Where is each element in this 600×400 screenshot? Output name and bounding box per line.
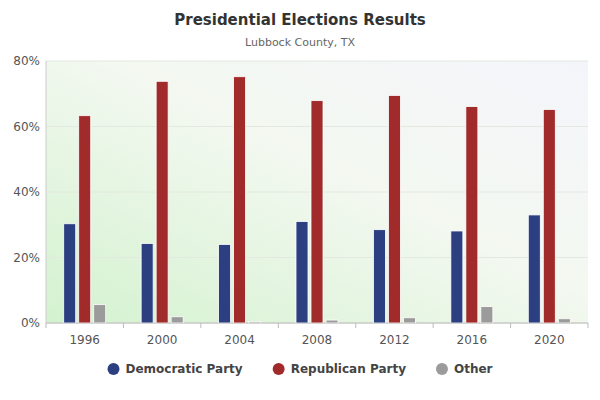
- bar: [326, 320, 338, 323]
- bar: [466, 107, 478, 323]
- y-axis: [46, 61, 47, 323]
- x-tick: [46, 323, 47, 328]
- bar: [403, 318, 415, 323]
- legend-swatch: [273, 363, 285, 375]
- bar: [558, 319, 570, 323]
- x-tick-label: 2020: [534, 333, 565, 347]
- x-tick: [588, 323, 589, 328]
- x-tick: [510, 323, 511, 328]
- subtitle: Lubbock County, TX: [245, 36, 355, 49]
- y-tick-label: 40%: [13, 185, 40, 199]
- x-tick-label: 2008: [302, 333, 333, 347]
- legend-item: Democratic Party: [107, 362, 242, 376]
- bar: [373, 230, 385, 323]
- x-tick: [123, 323, 124, 328]
- legend: Democratic Party Republican Party Other: [107, 362, 492, 376]
- chart-svg: Presidential Elections Results Lubbock Co…: [0, 0, 600, 400]
- legend-label: Republican Party: [291, 362, 406, 376]
- y-tick-label: 0%: [21, 316, 40, 330]
- bar: [156, 81, 168, 323]
- bar: [94, 305, 106, 323]
- bar: [528, 215, 540, 323]
- bar: [388, 95, 400, 323]
- legend-label: Other: [454, 362, 493, 376]
- bar: [311, 101, 323, 323]
- bar: [296, 221, 308, 323]
- x-tick-label: 2012: [379, 333, 410, 347]
- y-tick-label: 60%: [13, 120, 40, 134]
- x-tick: [433, 323, 434, 328]
- legend-item: Other: [436, 362, 493, 376]
- bar: [543, 109, 555, 323]
- chart-container: Presidential Elections Results Lubbock Co…: [0, 0, 600, 400]
- y-tick-label: 20%: [13, 251, 40, 265]
- legend-swatch: [107, 363, 119, 375]
- legend-swatch: [436, 363, 448, 375]
- x-tick-label: 2004: [224, 333, 255, 347]
- bars: [64, 77, 571, 323]
- x-tick: [355, 323, 356, 328]
- x-tick-label: 2016: [457, 333, 488, 347]
- bar: [481, 307, 493, 323]
- x-tick-label: 1996: [69, 333, 100, 347]
- x-tick-label: 2000: [147, 333, 178, 347]
- bar: [219, 244, 231, 323]
- bar: [234, 77, 246, 323]
- bar: [249, 322, 261, 323]
- bar: [79, 116, 91, 323]
- grid-line: [46, 61, 588, 62]
- title: Presidential Elections Results: [174, 11, 426, 29]
- x-tick: [278, 323, 279, 328]
- bar: [64, 224, 76, 323]
- legend-item: Republican Party: [273, 362, 406, 376]
- bar: [171, 317, 183, 323]
- bar: [451, 231, 463, 323]
- bar: [141, 243, 153, 323]
- y-tick-label: 80%: [13, 54, 40, 68]
- x-tick: [200, 323, 201, 328]
- plot-background: [46, 61, 588, 323]
- legend-label: Democratic Party: [125, 362, 242, 376]
